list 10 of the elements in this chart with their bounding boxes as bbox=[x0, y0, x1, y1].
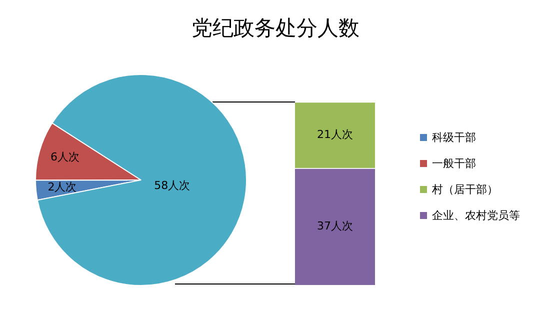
legend-label: 企业、农村党员等 bbox=[432, 208, 520, 222]
legend-label: 村（居干部） bbox=[432, 182, 498, 196]
data-label: 21人次 bbox=[317, 128, 353, 141]
data-label: 2人次 bbox=[48, 180, 77, 194]
legend-label: 一般干部 bbox=[432, 156, 476, 170]
data-label: 6人次 bbox=[50, 150, 80, 164]
data-label: 37人次 bbox=[317, 219, 353, 232]
legend-label: 科级干部 bbox=[432, 130, 476, 144]
chart-title: 党纪政务处分人数 bbox=[190, 15, 360, 42]
data-label: 58人次 bbox=[154, 178, 190, 192]
